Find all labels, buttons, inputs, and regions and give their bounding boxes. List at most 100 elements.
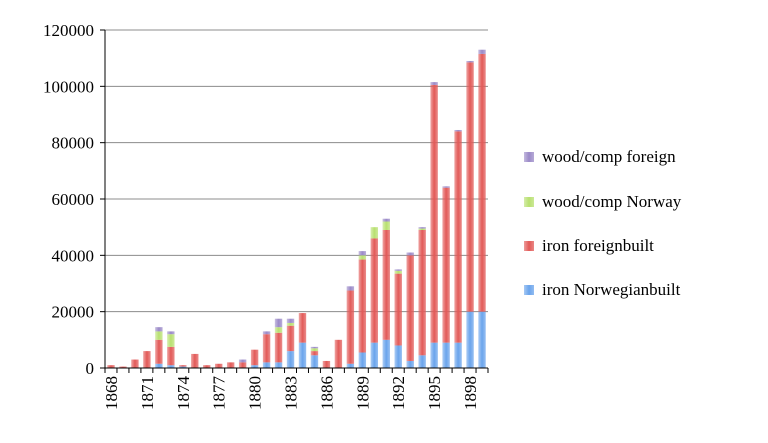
- bar-segment: [131, 359, 139, 368]
- legend-swatch: [524, 285, 534, 295]
- bar-segment: [119, 366, 127, 368]
- y-tick-label: 60000: [52, 190, 95, 209]
- bar-segment: [442, 186, 450, 188]
- bar-segment: [155, 331, 163, 340]
- bar-segment: [143, 351, 151, 368]
- bar-segment: [418, 229, 426, 356]
- x-tick-label: 1886: [317, 376, 336, 410]
- bar-segment: [191, 353, 199, 368]
- x-axis-tick-labels: 1868 1871 1874 1877 1880 1883 1886 1889 1892 1895…: [102, 376, 480, 411]
- bar-segment: [454, 342, 462, 368]
- bar-segment: [358, 251, 367, 256]
- x-tick-label: 1871: [138, 376, 157, 410]
- y-tick-label: 20000: [52, 303, 95, 322]
- bar-segment: [478, 53, 486, 312]
- bar-segment: [478, 311, 486, 368]
- bar-segment: [179, 365, 187, 367]
- bar-segment: [107, 365, 115, 368]
- bar-segment: [394, 269, 402, 271]
- bar-segment: [454, 129, 462, 132]
- bar-segment: [322, 360, 331, 368]
- legend-item-wood-comp-norway: wood/comp Norway: [524, 190, 681, 214]
- bar-segment: [418, 355, 426, 368]
- bar-segment: [358, 259, 367, 353]
- bar-segment: [286, 318, 295, 323]
- bar-segment: [238, 362, 247, 368]
- bar-segment: [442, 342, 450, 368]
- bar-segment: [214, 363, 223, 368]
- bar-segment: [442, 187, 450, 343]
- legend-label: wood/comp Norway: [542, 192, 682, 211]
- bar-segment: [358, 255, 367, 260]
- bar-segment: [286, 351, 295, 368]
- y-tick-label: 80000: [52, 134, 95, 153]
- legend-label: iron foreignbuilt: [542, 236, 654, 255]
- bars: [107, 49, 486, 368]
- bar-segment: [346, 286, 355, 291]
- y-tick-label: 40000: [52, 246, 95, 265]
- bar-segment: [370, 238, 379, 343]
- legend-swatch: [524, 241, 534, 251]
- bar-segment: [466, 62, 474, 312]
- bar-segment: [286, 322, 295, 326]
- legend-item-iron-foreignbuilt: iron foreignbuilt: [524, 234, 654, 258]
- y-tick-label: 100000: [43, 77, 94, 96]
- legend-label: iron Norwegianbuilt: [542, 280, 681, 299]
- bar-segment: [406, 360, 414, 368]
- bar-segment: [382, 229, 390, 340]
- x-tick-label: 1868: [102, 376, 121, 410]
- bar-segment: [286, 325, 295, 352]
- bar-segment: [466, 60, 474, 63]
- bar-segment: [298, 313, 307, 343]
- legend-item-wood-comp-foreign: wood/comp foreign: [524, 145, 676, 169]
- bar-segment: [418, 228, 426, 230]
- bar-segment: [262, 362, 271, 368]
- x-tick-label: 1883: [282, 376, 301, 410]
- bar-segment: [155, 339, 163, 364]
- bar-segment: [167, 334, 175, 347]
- legend-label: wood/comp foreign: [542, 147, 676, 166]
- bar-segment: [203, 365, 211, 368]
- legend-item-iron-norwegianbuilt: iron Norwegianbuilt: [524, 278, 680, 302]
- bar-segment: [238, 359, 247, 363]
- bar-segment: [418, 227, 426, 229]
- x-tick-label: 1877: [210, 376, 229, 411]
- x-tick-label: 1880: [246, 376, 265, 410]
- bar-segment: [370, 342, 379, 368]
- bar-segment: [466, 311, 474, 368]
- legend-swatch: [524, 197, 534, 207]
- bar-segment: [430, 342, 438, 368]
- bar-segment: [406, 252, 414, 256]
- bar-segment: [310, 351, 319, 356]
- x-tick-label: 1895: [425, 376, 444, 410]
- bar-segment: [274, 362, 283, 368]
- y-tick-label: 120000: [43, 21, 94, 40]
- y-axis-tick-labels: 0 20000 40000 60000 80000 100000 120000: [43, 21, 94, 378]
- axes: [100, 29, 489, 373]
- bar-segment: [430, 82, 438, 85]
- bar-segment: [167, 365, 175, 368]
- bar-segment: [310, 348, 319, 352]
- bar-segment: [298, 342, 307, 368]
- bar-segment: [262, 331, 271, 335]
- bar-segment: [394, 273, 402, 346]
- bar-segment: [250, 349, 259, 366]
- x-tick-label: 1889: [353, 376, 372, 410]
- bar-segment: [394, 270, 402, 274]
- bar-segment: [382, 221, 390, 230]
- bar-segment: [179, 366, 187, 368]
- x-tick-label: 1892: [389, 376, 408, 410]
- bar-segment: [310, 355, 319, 368]
- bar-segment: [310, 346, 319, 349]
- bar-segment: [155, 363, 163, 368]
- bar-segment: [274, 332, 283, 363]
- bar-segment: [334, 339, 343, 368]
- bar-segment: [167, 331, 175, 335]
- bar-segment: [274, 318, 283, 328]
- y-tick-label: 0: [86, 359, 95, 378]
- bar-segment: [430, 84, 438, 343]
- bar-segment: [454, 131, 462, 343]
- legend-swatch: [524, 152, 534, 162]
- bar-segment: [155, 327, 163, 332]
